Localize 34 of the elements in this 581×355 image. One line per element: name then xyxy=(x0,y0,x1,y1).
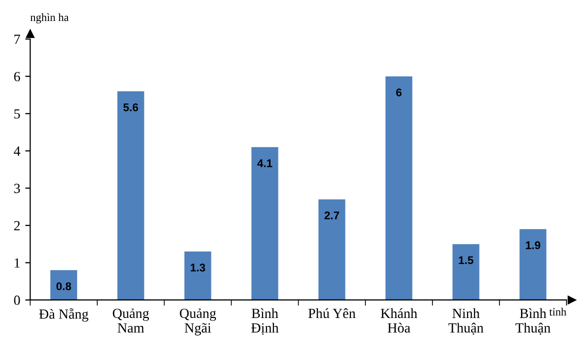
x-tick-label: Bình Định xyxy=(251,308,279,335)
y-tick-label: 4 xyxy=(14,146,20,156)
x-tick-label: Bình Thuận xyxy=(515,308,550,335)
bar xyxy=(452,244,480,300)
x-tick-label: Ninh Thuận xyxy=(448,308,484,335)
bar xyxy=(385,76,412,300)
data-label: 4.1 xyxy=(257,159,272,168)
data-label: 1.5 xyxy=(458,256,474,264)
y-tick-label: 2 xyxy=(14,221,20,230)
x-tick-label: Khánh Hòa xyxy=(380,308,418,333)
y-tick-label: 6 xyxy=(14,72,20,82)
x-tick-label: Quảng Ngãi xyxy=(180,308,216,336)
y-tick-label: 1 xyxy=(14,258,20,268)
bar xyxy=(50,270,78,300)
bar xyxy=(520,229,546,300)
data-label: 0.8 xyxy=(56,282,72,290)
data-label: 5.6 xyxy=(123,103,138,112)
x-tick-label: Đà Nẵng xyxy=(39,308,88,322)
y-tick-label: 0 xyxy=(14,296,20,305)
data-label: 1.9 xyxy=(526,241,540,250)
y-tick-label: 5 xyxy=(14,109,20,119)
bar xyxy=(318,199,346,300)
bar xyxy=(184,252,212,300)
x-tick-label: Phú Yên xyxy=(308,308,356,318)
x-tick-label: Quảng Nam xyxy=(112,308,150,333)
data-label: 2.7 xyxy=(324,211,340,220)
data-label: 6 xyxy=(396,88,402,96)
x-axis-title: tỉnh xyxy=(549,308,566,316)
data-label: 1.3 xyxy=(190,264,206,272)
bar xyxy=(117,91,144,300)
bar xyxy=(251,147,278,300)
y-axis-title: nghìn ha xyxy=(30,13,69,24)
y-tick-label: 7 xyxy=(14,34,20,44)
y-tick-label: 3 xyxy=(14,184,20,194)
